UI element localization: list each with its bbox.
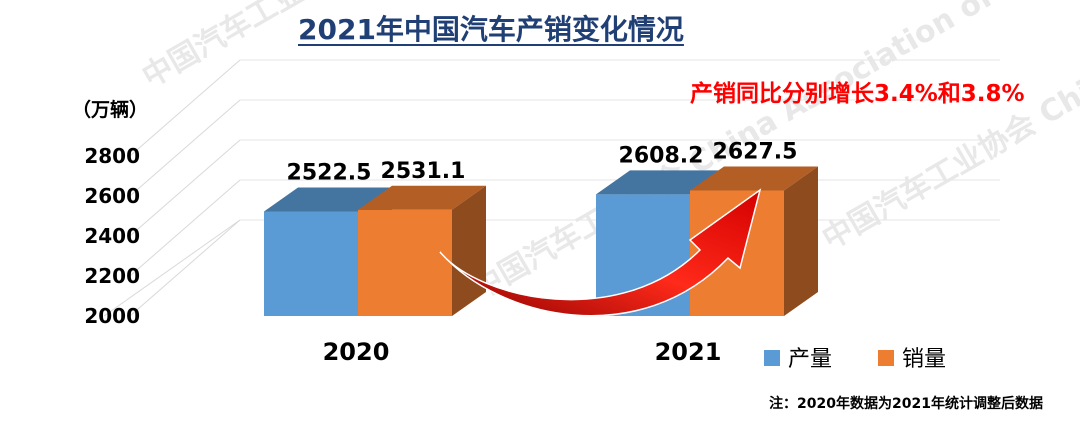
growth-arrow-shape: [439, 188, 762, 317]
bars: [264, 166, 818, 316]
grid-line-2600: [129, 99, 241, 197]
chart-title: 2021年中国汽车产销变化情况: [298, 13, 684, 46]
grid-line-2800: [129, 59, 241, 157]
bar-2020-0-top: [264, 187, 392, 212]
y-tick-label-2800: 2800: [84, 144, 140, 168]
y-tick-label-2600: 2600: [84, 184, 140, 208]
data-label-2021-1: 2627.5: [713, 140, 798, 165]
y-tick-label-2400: 2400: [84, 224, 140, 248]
grid-line-2000: [129, 219, 241, 317]
y-axis: 2000 2200 2400 2600 2800: [84, 144, 140, 328]
bar-2021-1-top: [690, 166, 818, 191]
grid-axis-left: [103, 219, 241, 317]
growth-arrow: [439, 188, 762, 317]
legend-swatch-0: [764, 350, 780, 366]
legend-label-1: 销量: [902, 347, 946, 372]
category-label-2021: 2021: [655, 338, 722, 366]
y-tick-label-2200: 2200: [84, 264, 140, 288]
bar-2020-1-top: [358, 185, 486, 210]
data-label-2020-0: 2522.5: [287, 161, 372, 186]
footnote: 注：2020年数据为2021年统计调整后数据: [769, 395, 1043, 412]
legend: 产量 销量: [764, 347, 946, 372]
bar-2021-0-top: [596, 170, 724, 195]
bar-2021-1-side: [784, 166, 818, 316]
bar-2020-0: [264, 211, 358, 316]
data-labels: 2522.5 2531.1 2608.2 2627.5: [287, 140, 798, 186]
legend-label-0: 产量: [788, 347, 832, 372]
grid-line-2200: [129, 179, 241, 277]
bar-2020-1: [358, 209, 452, 316]
data-label-2020-1: 2531.1: [381, 159, 466, 184]
grid-line-2400: [129, 139, 241, 237]
unit-label: （万辆）: [72, 98, 148, 121]
y-tick-label-2000: 2000: [84, 304, 140, 328]
growth-annotation: 产销同比分别增长3.4%和3.8%: [690, 80, 1025, 107]
category-label-2020: 2020: [323, 338, 390, 366]
legend-swatch-1: [878, 350, 894, 366]
x-axis: 2020 2021: [323, 338, 722, 366]
data-label-2021-0: 2608.2: [619, 143, 704, 168]
